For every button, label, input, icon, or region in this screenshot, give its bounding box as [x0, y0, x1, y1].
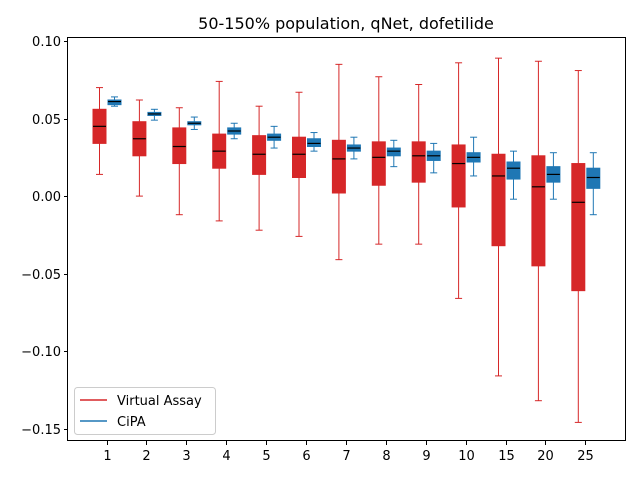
box-body [386, 147, 401, 157]
legend: Virtual Assay CiPA [74, 387, 216, 435]
chart-title: 50-150% population, qNet, dofetilide [198, 14, 494, 33]
box-body [331, 139, 346, 194]
box-body [307, 138, 321, 147]
x-tick-label: 15 [498, 449, 515, 464]
box-body [411, 141, 426, 183]
box-virtual-assay [252, 105, 267, 231]
legend-frame [74, 387, 216, 435]
box-cipa [386, 139, 401, 168]
box-body [506, 161, 521, 180]
box-virtual-assay [371, 76, 386, 245]
box-virtual-assay [531, 60, 546, 402]
box-virtual-assay [172, 107, 187, 216]
x-tick-label: 2 [142, 449, 150, 464]
x-tick-label: 8 [382, 449, 390, 464]
box-virtual-assay [571, 70, 586, 423]
box-cipa [107, 96, 122, 107]
box-cipa [187, 116, 202, 130]
box-virtual-assay [411, 84, 426, 245]
legend-label-virtual-assay: Virtual Assay [117, 394, 202, 409]
y-tick-label: −0.15 [21, 423, 61, 438]
box-body [371, 141, 386, 186]
box-cipa [147, 108, 162, 121]
box-virtual-assay [292, 91, 306, 237]
box-cipa [346, 136, 361, 160]
x-tick-label: 7 [342, 449, 350, 464]
plot-frame [67, 37, 626, 441]
box-cipa [307, 132, 321, 152]
y-tick-label: 0.10 [32, 35, 61, 50]
box-body [252, 135, 267, 175]
box-cipa [466, 136, 481, 177]
box-virtual-assay [92, 87, 107, 175]
x-tick-label: 6 [302, 449, 310, 464]
box-cipa [506, 150, 521, 200]
plot-area [92, 57, 601, 423]
y-axis: −0.15 −0.10 −0.05 0.00 0.05 0.10 [21, 35, 68, 438]
x-tick-label: 5 [262, 449, 270, 464]
box-body [531, 155, 546, 267]
box-cipa [267, 125, 282, 149]
y-tick-label: −0.05 [21, 268, 61, 283]
box-body [172, 127, 187, 165]
x-tick-label: 3 [182, 449, 190, 464]
x-tick-label: 10 [458, 449, 475, 464]
x-tick-label: 9 [422, 449, 430, 464]
box-body [451, 144, 466, 208]
box-cipa [546, 152, 561, 200]
box-virtual-assay [491, 57, 506, 377]
box-cipa [586, 152, 601, 216]
legend-label-cipa: CiPA [117, 415, 146, 430]
box-body [571, 163, 586, 292]
x-tick-label: 1 [103, 449, 111, 464]
box-virtual-assay [451, 62, 466, 299]
box-body [107, 99, 122, 106]
box-virtual-assay [331, 63, 346, 261]
box-cipa [426, 142, 441, 174]
x-tick-label: 25 [577, 449, 594, 464]
y-tick-label: −0.10 [21, 345, 61, 360]
box-body [586, 167, 601, 189]
box-body [491, 153, 506, 247]
x-axis: 1 2 3 4 5 6 7 8 9 10 15 20 25 [103, 441, 594, 464]
box-virtual-assay [212, 80, 227, 222]
y-tick-label: 0.05 [32, 113, 61, 128]
box-body [292, 136, 306, 178]
x-tick-label: 4 [222, 449, 230, 464]
box-cipa [227, 122, 242, 140]
y-tick-label: 0.00 [32, 190, 61, 205]
box-virtual-assay [132, 99, 147, 197]
x-tick-label: 20 [537, 449, 554, 464]
